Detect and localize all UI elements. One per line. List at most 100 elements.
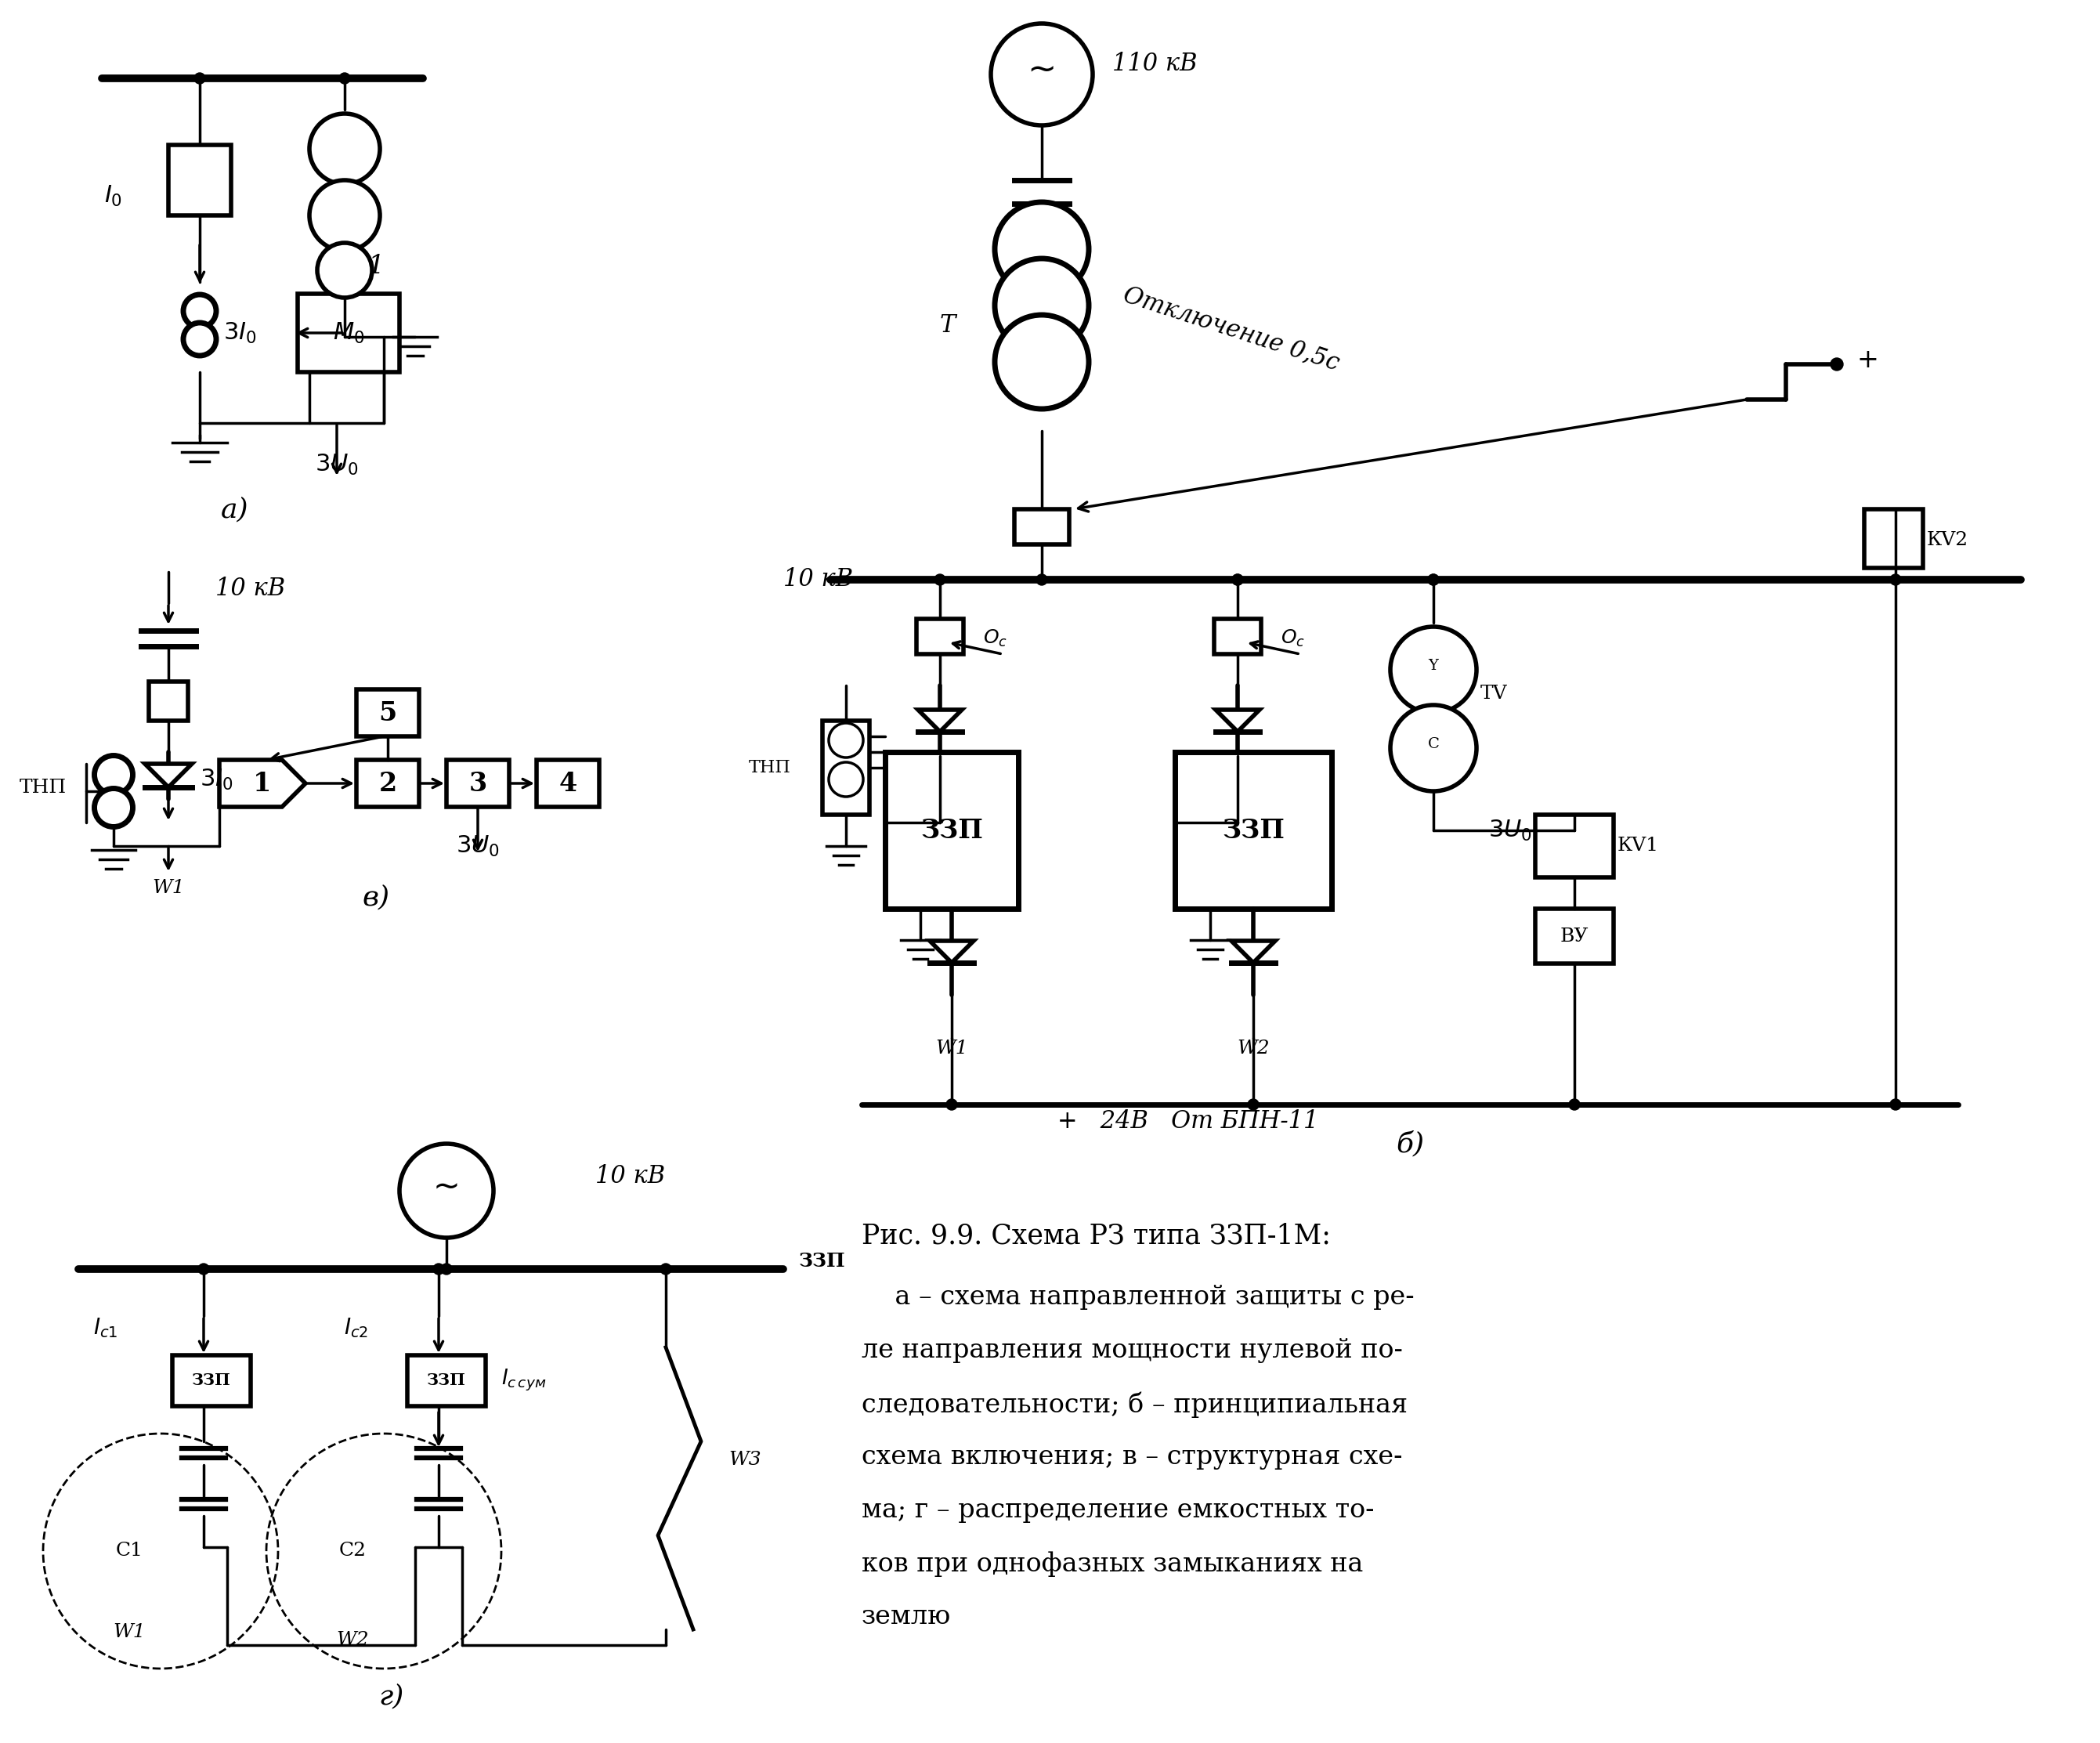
- Text: Рис. 9.9. Схема РЗ типа ЗЗП-1М:: Рис. 9.9. Схема РЗ типа ЗЗП-1М:: [861, 1222, 1331, 1248]
- Text: 4: 4: [559, 770, 578, 797]
- Circle shape: [94, 755, 132, 795]
- Text: $O_c$: $O_c$: [1281, 627, 1304, 648]
- Circle shape: [1390, 627, 1476, 713]
- Text: ЗЗП: ЗЗП: [1222, 817, 1285, 844]
- Text: 1: 1: [368, 254, 384, 279]
- Bar: [1214, 619, 1262, 654]
- Text: $I_0$: $I_0$: [105, 183, 122, 207]
- Circle shape: [830, 762, 863, 797]
- Text: Y: Y: [1428, 659, 1439, 673]
- Text: W2: W2: [1237, 1039, 1270, 1058]
- Circle shape: [399, 1143, 494, 1238]
- Polygon shape: [145, 763, 191, 788]
- Text: $3I_0$: $3I_0$: [223, 321, 256, 345]
- Circle shape: [94, 788, 132, 826]
- Text: ~: ~: [433, 1170, 460, 1203]
- Text: ВУ: ВУ: [1560, 927, 1590, 945]
- Bar: [1014, 509, 1069, 544]
- Circle shape: [195, 73, 206, 84]
- Text: $3U_0$: $3U_0$: [1489, 817, 1533, 842]
- Bar: [538, 760, 598, 807]
- Text: КV2: КV2: [1928, 532, 1968, 549]
- Circle shape: [1428, 573, 1439, 586]
- Circle shape: [1247, 1100, 1258, 1110]
- Circle shape: [441, 1264, 452, 1274]
- Circle shape: [1428, 573, 1439, 586]
- Text: а – схема направленной защиты с ре-: а – схема направленной защиты с ре-: [861, 1285, 1413, 1309]
- Polygon shape: [1216, 709, 1260, 732]
- Circle shape: [1035, 573, 1048, 586]
- Bar: [357, 760, 420, 807]
- Circle shape: [947, 1100, 958, 1110]
- Text: ТНП: ТНП: [19, 779, 67, 797]
- Circle shape: [309, 113, 380, 185]
- Circle shape: [183, 322, 216, 356]
- Polygon shape: [1231, 941, 1275, 962]
- Text: $O_c$: $O_c$: [983, 627, 1008, 648]
- Circle shape: [1890, 573, 1901, 586]
- Text: W1: W1: [151, 878, 185, 898]
- Polygon shape: [218, 760, 304, 807]
- Circle shape: [433, 1264, 443, 1274]
- Text: W3: W3: [729, 1450, 760, 1469]
- Text: C2: C2: [338, 1543, 365, 1560]
- Bar: [149, 682, 189, 720]
- Circle shape: [995, 315, 1088, 410]
- Text: 1: 1: [254, 770, 271, 797]
- Bar: [1174, 751, 1331, 908]
- Text: $I_{c\,сум}$: $I_{c\,сум}$: [502, 1368, 546, 1393]
- Text: ~: ~: [1027, 54, 1056, 87]
- Polygon shape: [930, 941, 974, 962]
- Text: 10 кВ: 10 кВ: [783, 568, 853, 593]
- Text: 3: 3: [468, 770, 487, 797]
- Text: ма; г – распределение емкостных то-: ма; г – распределение емкостных то-: [861, 1497, 1373, 1523]
- Bar: [1865, 509, 1924, 568]
- Circle shape: [317, 242, 372, 298]
- Text: в): в): [361, 884, 391, 910]
- Bar: [1535, 908, 1613, 964]
- Bar: [823, 720, 869, 814]
- Text: TV: TV: [1480, 685, 1508, 702]
- Text: W1: W1: [935, 1039, 968, 1058]
- Polygon shape: [918, 709, 962, 732]
- Bar: [1535, 814, 1613, 877]
- Text: +   24В   От БПН-11: + 24В От БПН-11: [1058, 1109, 1319, 1133]
- Text: 110 кВ: 110 кВ: [1113, 52, 1197, 77]
- Bar: [447, 760, 508, 807]
- Text: $I_{c1}$: $I_{c1}$: [92, 1316, 118, 1339]
- Text: 2: 2: [378, 770, 397, 797]
- Circle shape: [1569, 1100, 1579, 1110]
- Text: C1: C1: [116, 1543, 143, 1560]
- Circle shape: [991, 23, 1092, 125]
- Text: 5: 5: [378, 701, 397, 725]
- Text: ЗЗП: ЗЗП: [798, 1251, 846, 1271]
- Bar: [298, 295, 399, 371]
- Text: C: C: [1428, 737, 1439, 751]
- Circle shape: [183, 295, 216, 328]
- Circle shape: [309, 180, 380, 251]
- Text: T: T: [941, 314, 956, 336]
- Text: W2: W2: [336, 1631, 370, 1649]
- Bar: [884, 751, 1019, 908]
- Circle shape: [1831, 357, 1844, 371]
- Circle shape: [830, 723, 863, 758]
- Text: $3U_0$: $3U_0$: [456, 835, 500, 859]
- Text: КV1: КV1: [1617, 837, 1659, 856]
- Circle shape: [1390, 704, 1476, 791]
- Bar: [916, 619, 964, 654]
- Bar: [168, 145, 231, 216]
- Circle shape: [1233, 573, 1243, 586]
- Text: $M_0$: $M_0$: [332, 321, 365, 345]
- Circle shape: [340, 73, 351, 84]
- Circle shape: [1890, 1100, 1901, 1110]
- Text: ЗЗП: ЗЗП: [920, 817, 983, 844]
- Text: 10 кВ: 10 кВ: [216, 577, 286, 601]
- Text: ков при однофазных замыканиях на: ков при однофазных замыканиях на: [861, 1551, 1363, 1577]
- Text: Отключение 0,5с: Отключение 0,5с: [1119, 282, 1342, 375]
- Text: W1: W1: [113, 1623, 145, 1642]
- Text: $I_{c2}$: $I_{c2}$: [344, 1316, 368, 1339]
- Circle shape: [935, 573, 945, 586]
- Bar: [172, 1356, 250, 1407]
- Text: ле направления мощности нулевой по-: ле направления мощности нулевой по-: [861, 1339, 1403, 1363]
- Text: ТНП: ТНП: [750, 760, 792, 776]
